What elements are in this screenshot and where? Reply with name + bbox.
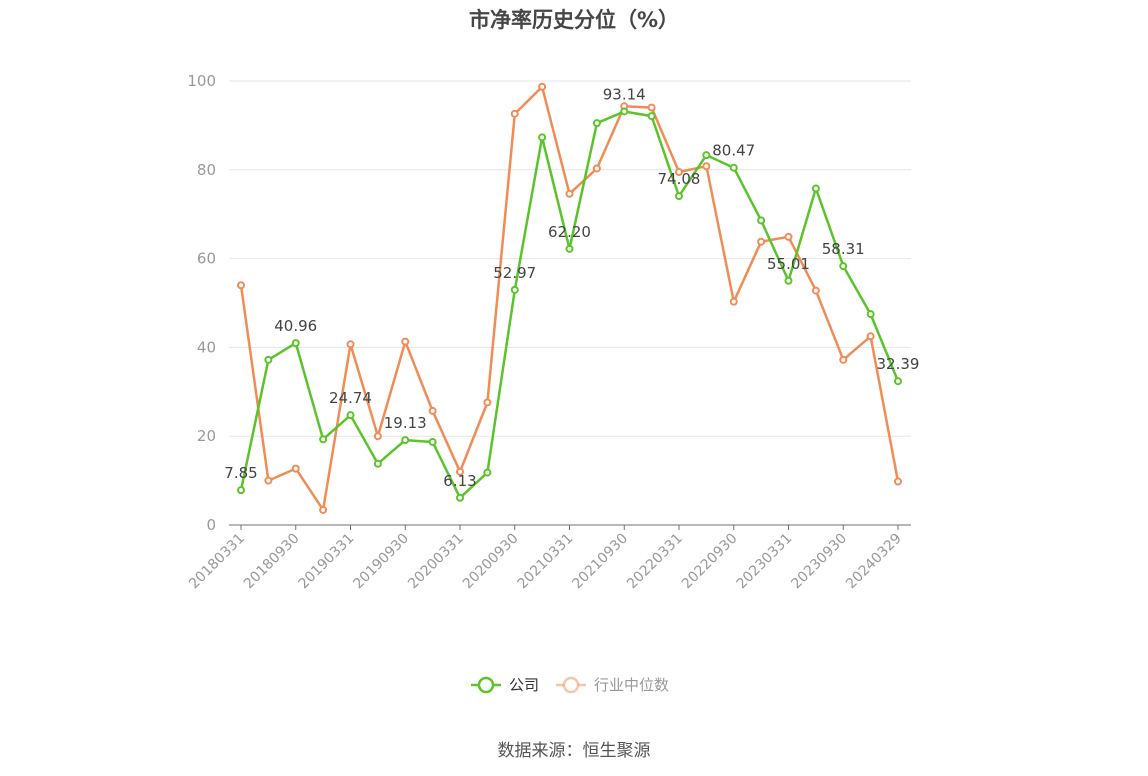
data-point-company (620, 107, 629, 116)
legend-item-industry-median[interactable]: 行业中位数 (556, 676, 669, 694)
data-point-company (264, 355, 273, 364)
data-label: 24.74 (329, 389, 372, 407)
legend-label: 行业中位数 (594, 676, 669, 694)
series-layer (237, 82, 902, 514)
data-label: 93.14 (603, 85, 646, 103)
data-point-company (592, 119, 601, 128)
x-tick-label: 20220331 (624, 531, 686, 593)
data-label: 74.08 (658, 170, 701, 188)
data-point-industry-median (264, 476, 273, 485)
x-tick-label: 20180331 (186, 531, 248, 593)
data-label: 55.01 (767, 255, 810, 273)
data-point-company (456, 493, 464, 502)
x-tick-label: 20210331 (515, 531, 577, 593)
x-tick-label: 20230331 (734, 531, 796, 593)
legend-marker-icon (477, 676, 495, 694)
data-point-company (702, 151, 711, 160)
data-label: 32.39 (877, 355, 920, 373)
legend[interactable]: 公司 行业中位数 (471, 676, 669, 694)
y-tick-label: 100 (187, 72, 216, 90)
data-point-industry-median (729, 297, 738, 306)
data-point-industry-median (811, 286, 820, 295)
x-tick-label: 20190930 (350, 531, 412, 593)
data-point-company (784, 276, 793, 285)
data-label: 40.96 (274, 317, 317, 335)
x-tick-label: 20240329 (843, 531, 905, 593)
data-point-company (866, 310, 875, 319)
data-point-industry-median (483, 398, 492, 407)
x-tick-label: 20180930 (241, 531, 303, 593)
data-point-industry-median (510, 109, 519, 118)
y-tick-label: 60 (197, 250, 216, 268)
x-tick-label: 20230930 (788, 531, 850, 593)
data-point-company (839, 262, 848, 271)
data-point-company (565, 244, 574, 253)
data-point-company (811, 184, 820, 193)
data-point-company (510, 285, 519, 294)
legend-marker-icon (562, 676, 580, 694)
data-point-industry-median (538, 82, 547, 91)
x-tick-label: 20200930 (460, 531, 522, 593)
data-point-company (291, 339, 300, 348)
series-line-industry-median (239, 85, 900, 512)
data-label: 58.31 (822, 240, 865, 258)
x-tick-label: 20210930 (569, 531, 631, 593)
legend-item-company[interactable]: 公司 (471, 676, 539, 694)
data-point-company (538, 133, 547, 142)
data-label: 6.13 (443, 472, 476, 490)
data-point-company (894, 377, 902, 386)
data-point-industry-median (647, 103, 656, 112)
data-point-company (675, 192, 683, 201)
grid-layer (229, 80, 911, 437)
data-point-company (346, 411, 355, 420)
data-point-industry-median (373, 432, 382, 441)
data-point-industry-median (839, 355, 848, 364)
data-label: 7.85 (224, 464, 257, 482)
x-tick-label: 20190331 (296, 531, 358, 593)
data-point-company (757, 216, 766, 225)
x-tick-label: 20200331 (405, 531, 467, 593)
data-label: 19.13 (384, 414, 427, 432)
data-point-industry-median (592, 164, 601, 173)
data-point-industry-median (866, 332, 875, 341)
data-point-company (373, 459, 382, 468)
data-label: 62.20 (548, 223, 591, 241)
data-point-company (319, 435, 328, 444)
legend-label: 公司 (509, 676, 539, 694)
source-note: 数据来源：恒生聚源 (497, 741, 651, 761)
data-point-industry-median (346, 340, 355, 349)
data-point-industry-median (319, 505, 328, 514)
data-point-company (237, 486, 245, 495)
data-point-industry-median (894, 477, 902, 486)
data-point-industry-median (456, 467, 464, 476)
data-label-layer: 7.85 40.96 24.74 19.13 6.13 52.97 62.20 93.14 74… (224, 85, 919, 489)
data-point-industry-median (675, 168, 683, 177)
data-point-company (428, 437, 437, 446)
y-tick-label: 40 (197, 338, 216, 356)
x-tick-label: 20220930 (679, 531, 741, 593)
data-point-industry-median (428, 406, 437, 415)
y-tick-label: 80 (197, 161, 216, 179)
data-point-industry-median (565, 189, 574, 198)
data-point-industry-median (237, 281, 245, 290)
data-point-industry-median (757, 237, 766, 246)
data-point-company (401, 436, 410, 445)
data-point-industry-median (784, 232, 793, 241)
chart-title: 市净率历史分位（%） (468, 8, 680, 32)
data-point-industry-median (401, 337, 410, 346)
data-point-company (729, 163, 738, 172)
data-point-company (647, 112, 656, 121)
data-label: 52.97 (493, 264, 536, 282)
y-tick-label: 20 (197, 427, 216, 445)
data-point-industry-median (291, 464, 300, 473)
data-label: 80.47 (712, 142, 755, 160)
data-point-industry-median (702, 162, 711, 171)
y-tick-label: 0 (206, 516, 216, 534)
data-point-company (483, 468, 492, 477)
